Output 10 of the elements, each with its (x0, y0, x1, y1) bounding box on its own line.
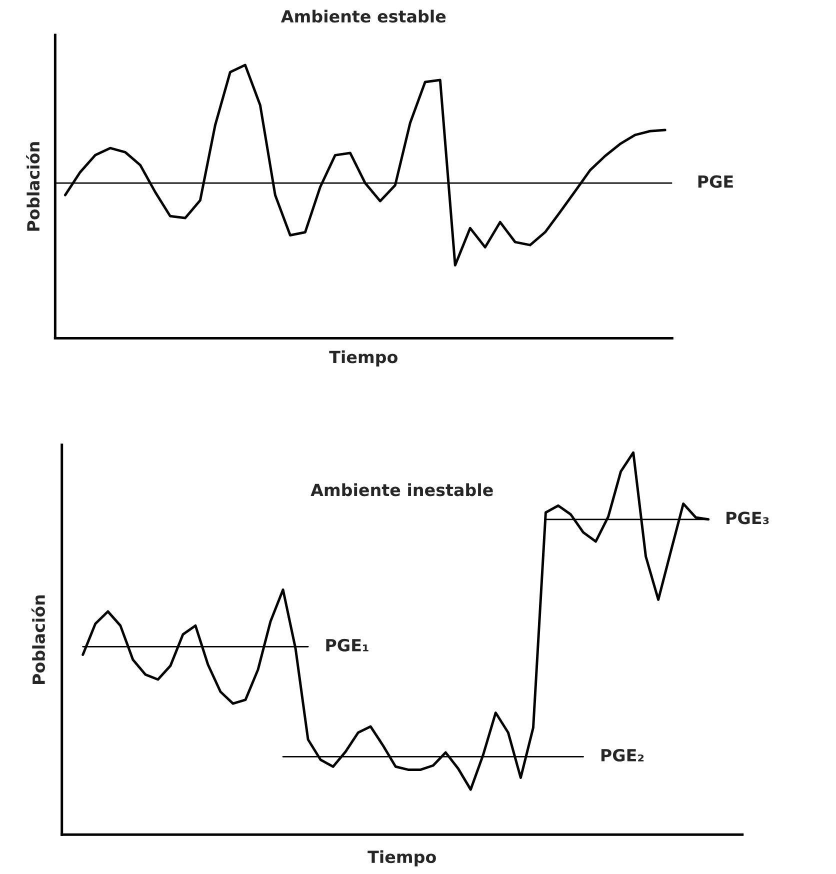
x-axis-title: Tiempo (368, 850, 436, 866)
series-label: PGE₃ (726, 512, 769, 524)
y-axis-title: Población (31, 595, 46, 684)
x-axis-title: Tiempo (329, 350, 398, 366)
chart-title: Ambiente estable (280, 10, 446, 23)
series-label: PGE₂ (601, 748, 644, 762)
ref-line-label: PGE (698, 175, 733, 188)
text: Ambiente inestable (310, 483, 493, 496)
series-label: PGE₁ (326, 638, 368, 652)
y-axis-title: Población (26, 142, 40, 231)
